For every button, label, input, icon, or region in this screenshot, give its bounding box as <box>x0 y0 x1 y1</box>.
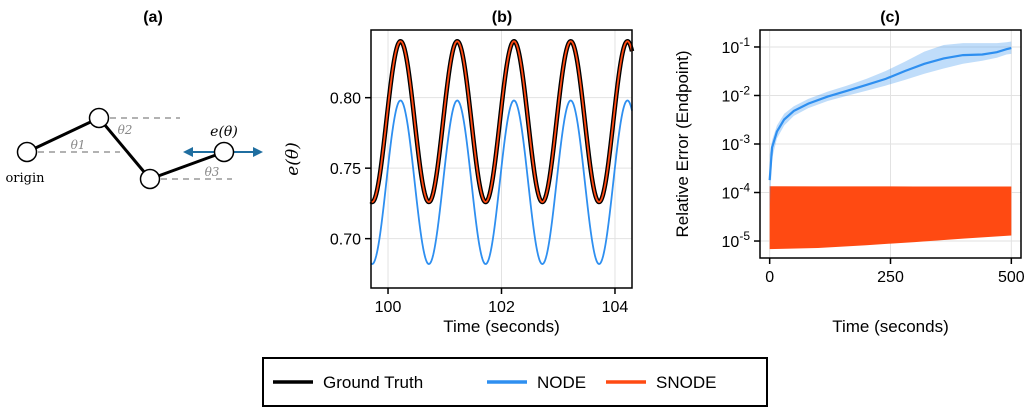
panel-c-title: (c) <box>880 9 900 26</box>
joint-1 <box>88 107 110 129</box>
chart-c-ytick-label: 10-3 <box>722 132 751 154</box>
legend-label-ground-truth: Ground Truth <box>323 373 423 392</box>
chart-c-xtick-label: 500 <box>998 269 1025 286</box>
chart-c-band-snode <box>769 186 1012 250</box>
panel-a-title: (a) <box>143 9 163 26</box>
theta3-label: θ3 <box>205 165 220 179</box>
chart-b-xtick-label: 104 <box>602 299 629 316</box>
chart-c-line-node <box>768 46 1012 181</box>
arrow-head-right <box>253 147 263 157</box>
chart-c-ytick-label: 10-5 <box>722 229 751 251</box>
link-2 <box>97 117 152 180</box>
panel-b-title: (b) <box>492 9 512 26</box>
chart-b: 100 102 104 0.70 0.75 0.80 Time (seconds) e(θ… <box>283 29 635 336</box>
joint-origin <box>16 141 38 163</box>
joint-endpoint <box>213 141 235 163</box>
legend-label-node: NODE <box>537 373 586 392</box>
chart-c-band-node <box>769 41 1012 212</box>
legend: Ground Truth NODE SNODE <box>262 357 768 407</box>
arrow-head-left <box>183 147 193 157</box>
chart-b-xtick-label: 100 <box>375 299 402 316</box>
link-1 <box>26 116 100 154</box>
chart-c-ytick-label: 10-2 <box>722 83 751 105</box>
chart-c-xtick-label: 250 <box>877 269 904 286</box>
theta1-label: θ1 <box>71 138 86 152</box>
origin-label: origin <box>5 171 45 186</box>
endpoint-label: e(θ) <box>210 124 238 140</box>
chart-b-ytick-label: 0.75 <box>330 161 361 178</box>
chart-c: 0 250 500 10-5 10-4 10-3 10-2 10-1 Time (second… <box>673 29 1025 336</box>
legend-label-snode: SNODE <box>656 373 716 392</box>
arm-diagram: origin e(θ) θ1 θ2 θ3 <box>5 107 263 190</box>
chart-c-ylabel: Relative Error (Endpoint) <box>673 50 692 237</box>
chart-b-ytick-label: 0.80 <box>330 91 361 108</box>
chart-b-xlabel: Time (seconds) <box>443 317 560 336</box>
chart-b-ytick-label: 0.70 <box>330 232 361 249</box>
chart-c-xlabel: Time (seconds) <box>832 317 949 336</box>
chart-b-series-snode <box>370 40 633 203</box>
chart-c-ytick-label: 10-1 <box>722 35 751 57</box>
chart-c-xtick-label: 0 <box>765 269 774 286</box>
theta2-label: θ2 <box>118 123 133 137</box>
chart-b-series-node <box>370 99 633 265</box>
chart-b-xtick-label: 102 <box>488 299 515 316</box>
chart-b-ylabel: e(θ) <box>283 142 303 176</box>
link-3 <box>149 150 225 181</box>
chart-c-ytick-label: 10-4 <box>722 181 751 203</box>
joint-2 <box>139 168 161 190</box>
